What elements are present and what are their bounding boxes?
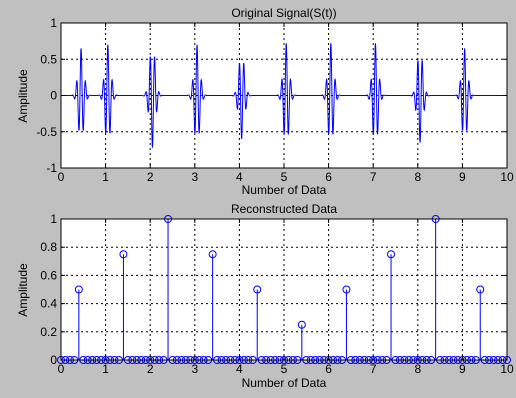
x-tick-label: 7 <box>370 170 377 184</box>
stem-marker <box>297 320 306 329</box>
stem-marker <box>387 250 396 259</box>
y-tick-label: 1 <box>50 16 57 30</box>
x-tick-label: 3 <box>191 170 198 184</box>
original-signal-plot: 0 1 2 3 4 5 6 7 8 9 10 -1 -0.5 0 0.5 1 Original Signal(… <box>16 6 514 197</box>
x-tick-label: 3 <box>191 362 198 376</box>
x-tick-label: 4 <box>236 362 243 376</box>
x-tick-label: 6 <box>325 362 332 376</box>
y-tick-label: 1 <box>50 212 57 226</box>
x-tick-label: 10 <box>500 362 514 376</box>
plot2-grid <box>61 219 507 360</box>
x-tick-label: 6 <box>325 170 332 184</box>
plot1-ticks: 0 1 2 3 4 5 6 7 8 9 10 -1 -0.5 0 0.5 1 <box>36 16 514 184</box>
x-tick-label: 0 <box>58 170 65 184</box>
stem-marker <box>208 250 217 259</box>
plot2-ticks: 0 1 2 3 4 5 6 7 8 9 10 0 0.2 0.4 0.6 0.8 1 <box>40 212 514 376</box>
x-tick-label: 10 <box>500 170 514 184</box>
y-tick-label: 0.2 <box>40 325 57 339</box>
x-tick-label: 2 <box>147 362 154 376</box>
x-tick-label: 1 <box>102 362 109 376</box>
y-tick-label: 0.4 <box>40 297 57 311</box>
y-tick-label: 0 <box>50 353 57 367</box>
x-tick-label: 4 <box>236 170 243 184</box>
stem-marker <box>74 285 83 294</box>
y-tick-label: 0.5 <box>40 52 57 66</box>
plot2-title: Reconstructed Data <box>231 202 337 216</box>
stem-marker <box>476 285 485 294</box>
plot2-xlabel: Number of Data <box>242 376 327 390</box>
plot1-title: Original Signal(S(t)) <box>231 6 336 20</box>
y-tick-label: 0.8 <box>40 240 57 254</box>
stem-marker <box>119 250 128 259</box>
plot1-xlabel: Number of Data <box>242 183 327 197</box>
y-tick-label: 0 <box>50 89 57 103</box>
x-tick-label: 5 <box>281 362 288 376</box>
reconstructed-data-plot: 0 1 2 3 4 5 6 7 8 9 10 0 0.2 0.4 0.6 0.8 1 Reconstructed… <box>16 202 514 390</box>
x-tick-label: 1 <box>102 170 109 184</box>
x-tick-label: 9 <box>459 362 466 376</box>
x-tick-label: 5 <box>281 170 288 184</box>
y-tick-label: 0.6 <box>40 268 57 282</box>
x-tick-label: 2 <box>147 170 154 184</box>
x-tick-label: 8 <box>414 170 421 184</box>
y-tick-label: -1 <box>46 161 57 175</box>
x-tick-label: 7 <box>370 362 377 376</box>
plot2-ylabel: Amplitude <box>16 263 30 317</box>
stem-marker <box>253 285 262 294</box>
stem-marker <box>342 285 351 294</box>
plot1-ylabel: Amplitude <box>16 69 30 123</box>
plot1-signal-line <box>61 43 507 148</box>
y-tick-label: -0.5 <box>36 125 57 139</box>
x-tick-label: 8 <box>414 362 421 376</box>
x-tick-label: 0 <box>58 362 65 376</box>
x-tick-label: 9 <box>459 170 466 184</box>
